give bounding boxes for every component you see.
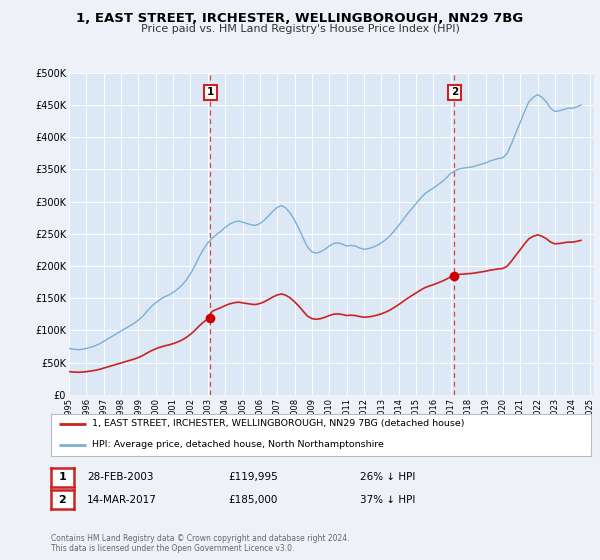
Text: 1, EAST STREET, IRCHESTER, WELLINGBOROUGH, NN29 7BG (detached house): 1, EAST STREET, IRCHESTER, WELLINGBOROUG… <box>91 419 464 428</box>
Text: 26% ↓ HPI: 26% ↓ HPI <box>360 472 415 482</box>
Text: 14-MAR-2017: 14-MAR-2017 <box>87 494 157 505</box>
Text: 2: 2 <box>59 494 66 505</box>
Text: This data is licensed under the Open Government Licence v3.0.: This data is licensed under the Open Gov… <box>51 544 295 553</box>
Text: 1, EAST STREET, IRCHESTER, WELLINGBOROUGH, NN29 7BG: 1, EAST STREET, IRCHESTER, WELLINGBOROUG… <box>76 12 524 25</box>
Text: Price paid vs. HM Land Registry's House Price Index (HPI): Price paid vs. HM Land Registry's House … <box>140 24 460 34</box>
Text: 37% ↓ HPI: 37% ↓ HPI <box>360 494 415 505</box>
Text: 2: 2 <box>451 87 458 97</box>
Text: £119,995: £119,995 <box>228 472 278 482</box>
Text: 1: 1 <box>59 472 66 482</box>
Text: £185,000: £185,000 <box>228 494 277 505</box>
Text: 28-FEB-2003: 28-FEB-2003 <box>87 472 154 482</box>
Text: Contains HM Land Registry data © Crown copyright and database right 2024.: Contains HM Land Registry data © Crown c… <box>51 534 349 543</box>
Text: HPI: Average price, detached house, North Northamptonshire: HPI: Average price, detached house, Nort… <box>91 440 383 449</box>
Text: 1: 1 <box>207 87 214 97</box>
